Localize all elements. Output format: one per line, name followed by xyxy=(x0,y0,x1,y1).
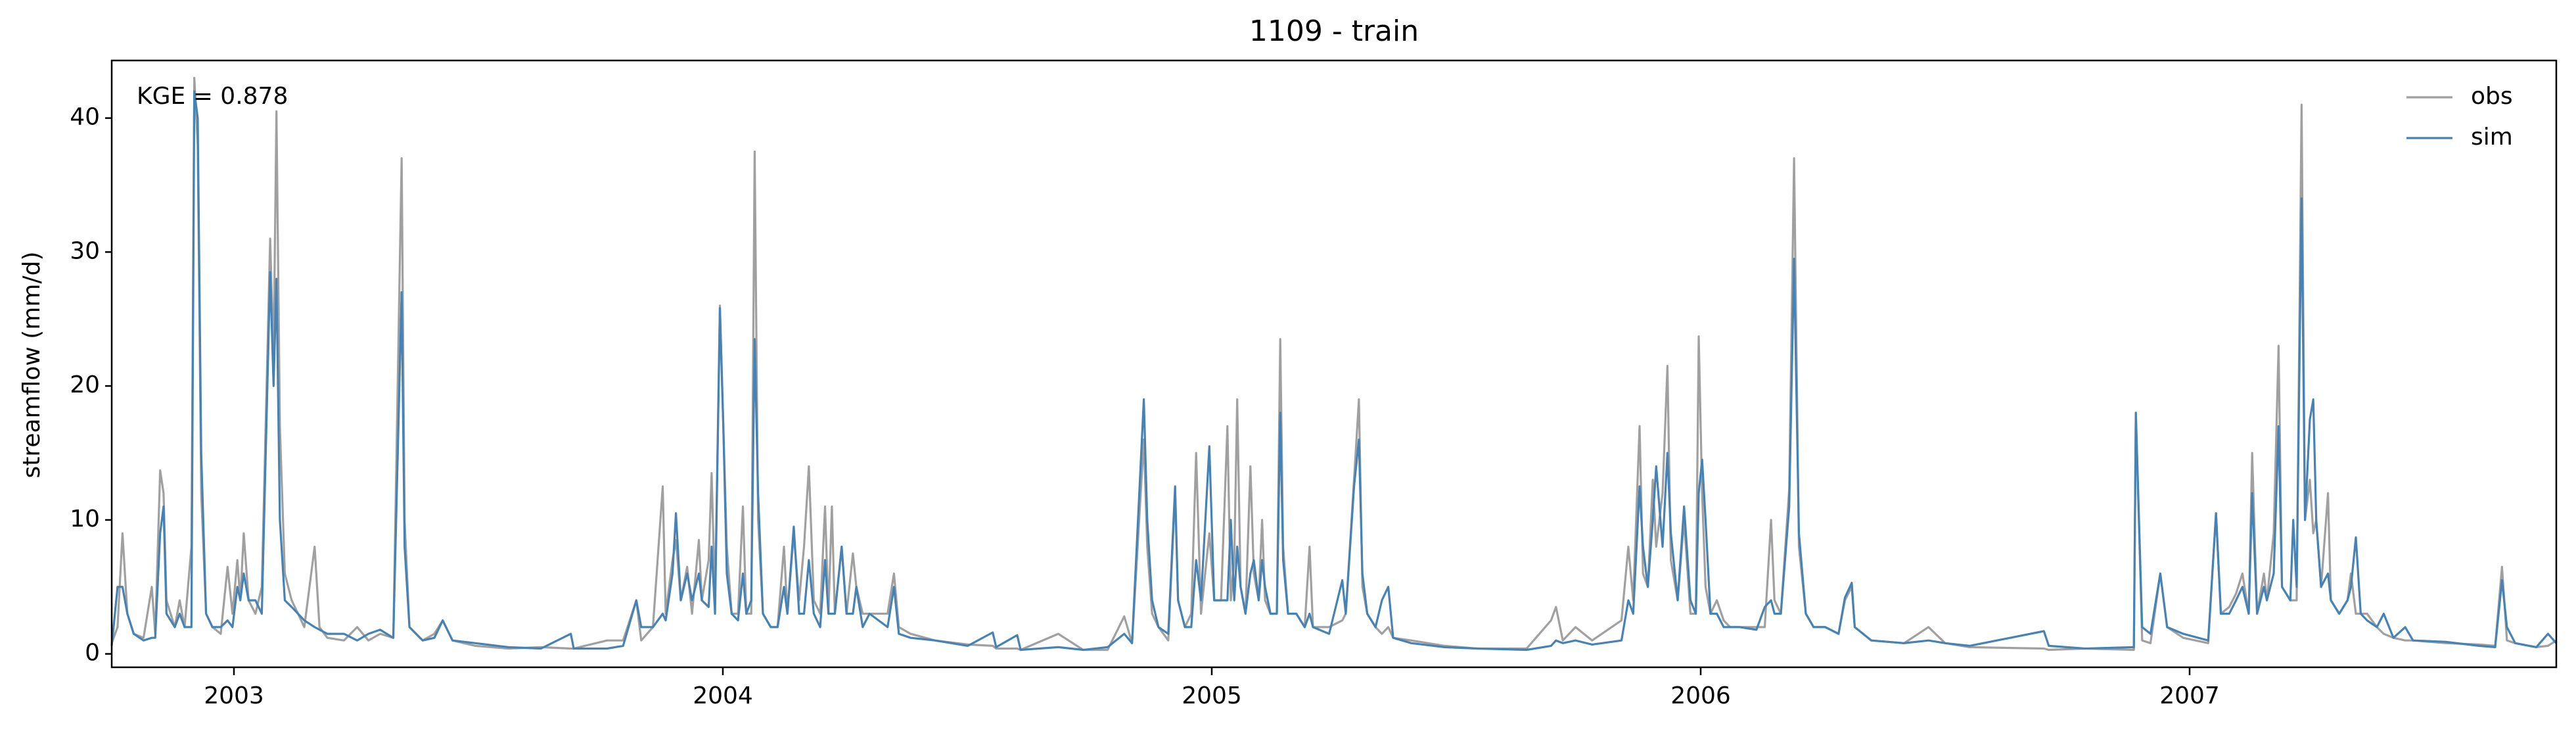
series-line xyxy=(110,76,2557,652)
plot-area xyxy=(110,76,2558,652)
y-tick-label: 30 xyxy=(70,237,100,264)
x-tick-label: 2005 xyxy=(1182,682,1242,709)
axes-frame xyxy=(110,59,2558,669)
annotation: KGE = 0.878 xyxy=(137,83,288,110)
y-axis-label: streamflow (mm/d) xyxy=(18,252,45,479)
x-tick-label: 2004 xyxy=(693,682,753,709)
y-tick-label: 10 xyxy=(70,506,100,533)
y-tick-label: 40 xyxy=(70,104,100,131)
x-tick-label: 2007 xyxy=(2159,682,2220,709)
x-tick-label: 2006 xyxy=(1670,682,1731,709)
x-tick-label: 2003 xyxy=(204,682,264,709)
legend-label: obs xyxy=(2471,83,2513,110)
legend-label: sim xyxy=(2471,124,2513,151)
y-tick-label: 20 xyxy=(70,371,100,398)
series-line xyxy=(110,90,2558,652)
chart-title: 1109 - train xyxy=(1249,14,1419,48)
y-tick-label: 0 xyxy=(85,640,100,667)
